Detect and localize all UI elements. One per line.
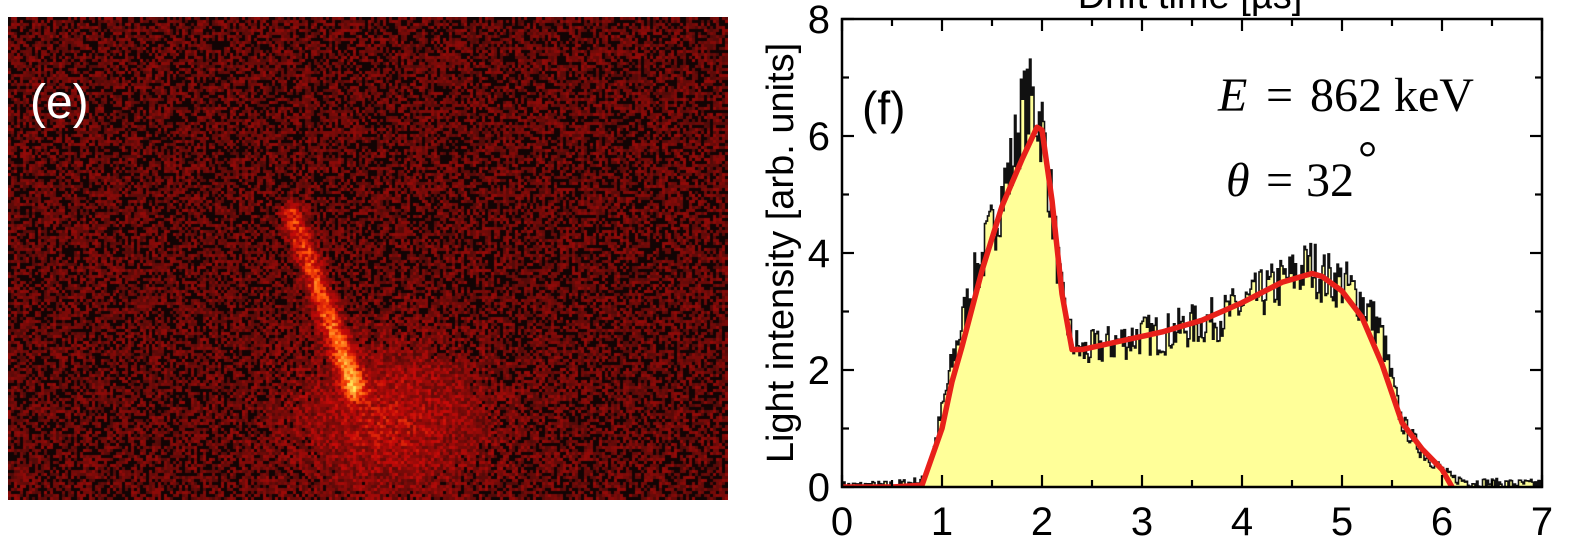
- energy-equals: =: [1266, 69, 1293, 122]
- angle-value: 32: [1306, 154, 1354, 207]
- x-tick-label: 2: [1031, 500, 1053, 544]
- y-tick-label: 0: [808, 466, 830, 510]
- x-tick-label: 6: [1431, 500, 1453, 544]
- histogram-path: [842, 58, 1542, 487]
- track-image-canvas: [8, 17, 728, 500]
- fit-line: [842, 124, 1455, 487]
- x-tick-label: 4: [1231, 500, 1253, 544]
- x-tick-label: 0: [831, 500, 853, 544]
- histogram-area: [842, 58, 1542, 487]
- y-tick-label: 8: [808, 0, 830, 42]
- x-tick-label: 1: [931, 500, 953, 544]
- panel-e-image: (e): [8, 17, 728, 500]
- angle-annotation: θ = 32 °: [1226, 132, 1377, 207]
- y-tick-label: 2: [808, 349, 830, 393]
- panel-e-label: (e): [30, 76, 89, 129]
- fit-curve: [842, 124, 1455, 487]
- x-tick-label: 7: [1531, 500, 1553, 544]
- y-axis-title: Light intensity [arb. units]: [760, 43, 802, 463]
- y-tick-label: 6: [808, 115, 830, 159]
- axis-ticks: [840, 17, 1544, 489]
- angle-symbol: θ: [1226, 154, 1250, 207]
- energy-value: 862 keV: [1310, 69, 1474, 122]
- y-tick-labels: 0 2 4 6 8: [808, 0, 830, 510]
- x-tick-label: 3: [1131, 500, 1153, 544]
- energy-symbol: E: [1217, 69, 1247, 122]
- panel-f-label: (f): [862, 82, 905, 134]
- energy-annotation: E = 862 keV: [1217, 69, 1474, 122]
- y-tick-label: 4: [808, 232, 830, 276]
- angle-equals: =: [1266, 154, 1293, 207]
- top-axis-label: Drift time [µs]: [1078, 0, 1303, 17]
- x-tick-label: 5: [1331, 500, 1353, 544]
- angle-unit: °: [1358, 132, 1377, 185]
- x-tick-labels: 0 1 2 3 4 5 6 7: [831, 500, 1553, 544]
